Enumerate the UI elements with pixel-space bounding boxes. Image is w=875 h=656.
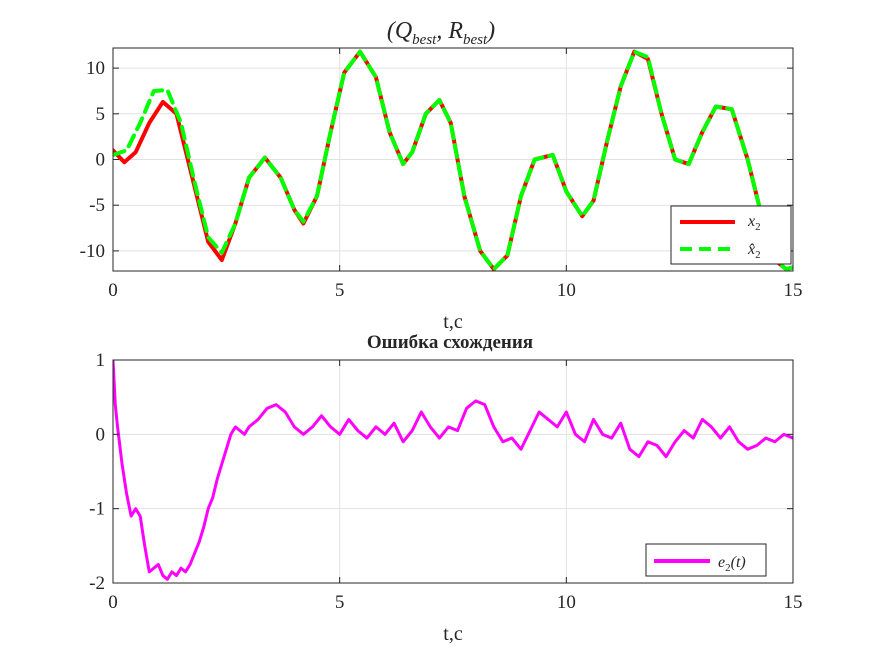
bottom-chart-x-tick-label: 5	[335, 592, 345, 613]
top-chart-y-tick-label: -10	[80, 241, 105, 262]
bottom-chart-y-tick-label: 0	[96, 424, 106, 445]
bottom-chart-legend: e2(t)	[645, 543, 767, 577]
bottom-chart-x-tick-label: 0	[108, 592, 118, 613]
top-chart-series	[113, 49, 793, 271]
top-chart-x-tick-label: 10	[557, 280, 576, 301]
top-chart-x-tick-label: 5	[335, 280, 345, 301]
top-chart-y-tick-label: 10	[86, 58, 105, 79]
bottom-chart-e2-line	[113, 360, 793, 581]
top-chart-x-tick-label: 15	[784, 280, 803, 301]
top-chart-x-tick-label: 0	[108, 280, 118, 301]
top-chart-legend: x2 x̂2	[670, 205, 792, 265]
top-chart-x-axis-label: t,c	[443, 311, 463, 333]
bottom-chart-x-tick-label: 15	[784, 592, 803, 613]
bottom-chart-x-axis-label: t,c	[443, 623, 463, 645]
bottom-chart-y-tick-label: 1	[96, 350, 106, 371]
top-chart-x2-hat-line	[113, 49, 793, 271]
top-chart-y-tick-label: 5	[96, 104, 106, 125]
bottom-chart-y-tick-label: -2	[89, 573, 105, 594]
bottom-chart-title: Ошибка схождения	[367, 332, 533, 353]
bottom-chart-x-tick-label: 10	[557, 592, 576, 613]
top-chart-y-tick-label: -5	[89, 195, 105, 216]
bottom-chart-y-tick-label: -1	[89, 499, 105, 520]
top-chart-y-tick-label: 0	[96, 150, 106, 171]
top-chart-ticks: 0 5 10 15 10 5 0 -5 -10	[80, 48, 803, 301]
top-chart-x2-line	[113, 49, 793, 271]
bottom-chart-axes-box	[112, 359, 794, 584]
bottom-chart-series	[113, 360, 793, 581]
legend-label-e2: e2(t)	[718, 554, 746, 574]
